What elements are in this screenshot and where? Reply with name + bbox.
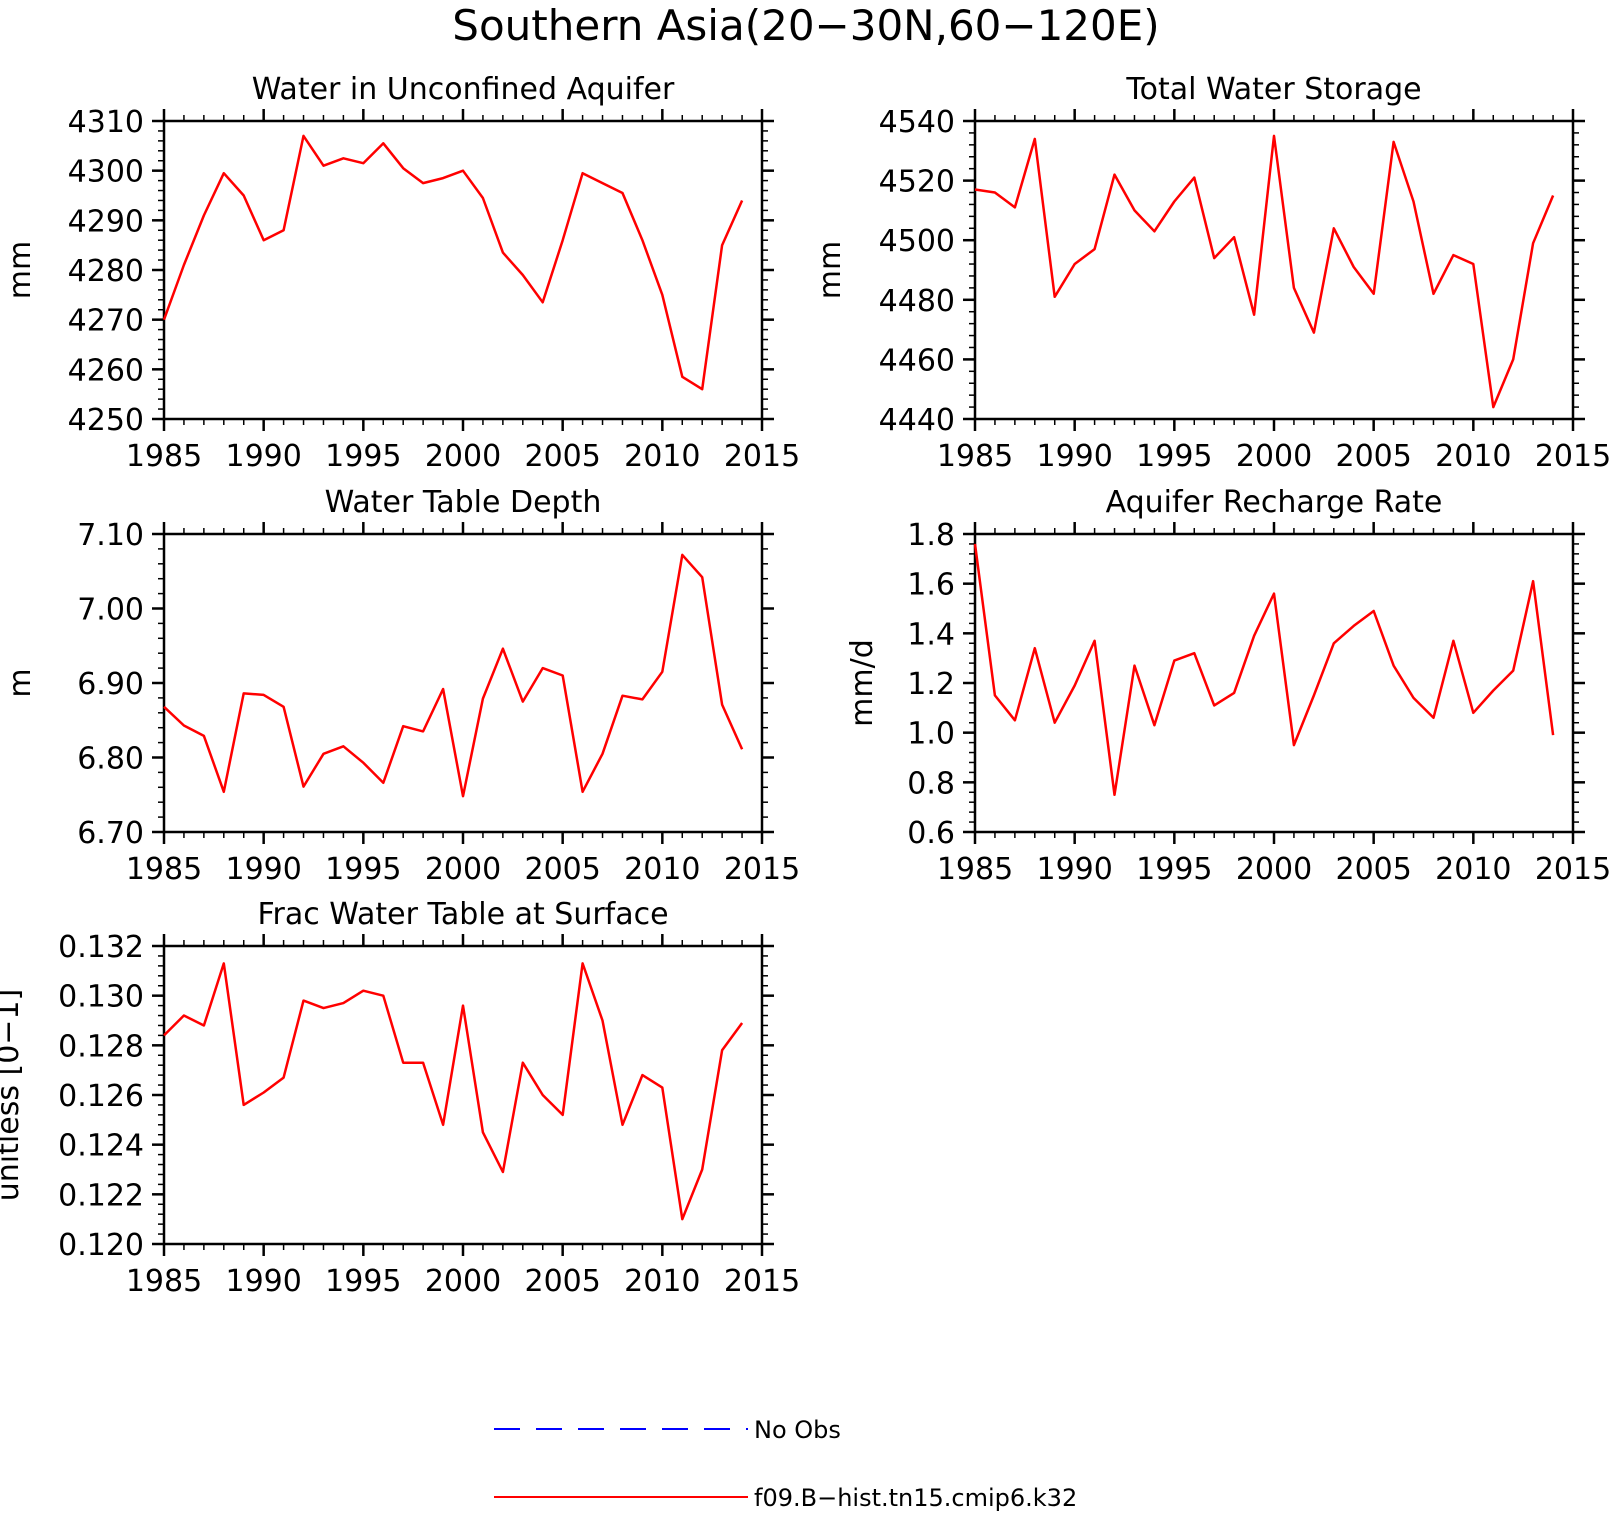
plot-frame [162, 532, 764, 834]
x-tick-label: 1985 [937, 852, 1013, 887]
y-tick-label: 6.90 [77, 667, 144, 702]
x-tick-label: 1995 [325, 852, 401, 887]
y-tick-label: 6.70 [77, 816, 144, 851]
x-tick-label: 2015 [1535, 439, 1611, 474]
y-tick-label: 1.2 [907, 667, 955, 702]
x-tick-label: 2010 [624, 439, 700, 474]
legend-label-model: f09.B−hist.tn15.cmip6.k32 [754, 1484, 1077, 1512]
y-tick-label: 4540 [879, 105, 955, 140]
x-tick-label: 1985 [126, 1264, 202, 1299]
panels: Water in Unconfined Aquifer mm 1985 1990 199… [0, 72, 1611, 1299]
x-tick-label: 2015 [724, 852, 800, 887]
x-tick-label: 1985 [126, 852, 202, 887]
y-tick-label: 0.130 [58, 980, 144, 1015]
y-tick-label: 0.120 [58, 1228, 144, 1263]
series-line [974, 134, 1555, 409]
x-tick-label: 1990 [225, 1264, 301, 1299]
x-tick-label: 1985 [126, 439, 202, 474]
panel-title: Frac Water Table at Surface [257, 897, 668, 932]
y-tick-label: 1.6 [907, 568, 955, 603]
series-line [162, 134, 744, 391]
x-tick-label: 1995 [1136, 439, 1212, 474]
x-tick-label: 1990 [1036, 852, 1112, 887]
y-tick-label: 4290 [68, 204, 144, 239]
x-tick-label: 2000 [425, 439, 501, 474]
x-tick-label: 2005 [524, 852, 600, 887]
y-tick-label: 4250 [68, 403, 144, 438]
y-tick-label: 0.6 [907, 816, 955, 851]
panel-title: Total Water Storage [1125, 72, 1421, 107]
x-tick-label: 2010 [624, 1264, 700, 1299]
x-tick-label: 2010 [1435, 852, 1511, 887]
y-axis-label: mm [3, 241, 38, 299]
x-tick-label: 1995 [325, 439, 401, 474]
y-tick-label: 0.128 [58, 1029, 144, 1064]
y-tick-label: 1.0 [907, 717, 955, 752]
y-tick-label: 4460 [879, 343, 955, 378]
plot-frame [162, 119, 764, 421]
x-tick-label: 2000 [1236, 439, 1312, 474]
y-tick-label: 4260 [68, 353, 144, 388]
x-tick-label: 2005 [1335, 852, 1411, 887]
y-axis-label: m [3, 668, 38, 697]
x-tick-label: 1990 [1036, 439, 1112, 474]
legend-label-no-obs: No Obs [754, 1416, 841, 1444]
x-tick-label: 2005 [1335, 439, 1411, 474]
x-tick-label: 2010 [624, 852, 700, 887]
y-axis-label: mm/d [845, 639, 880, 727]
x-tick-label: 2015 [1535, 852, 1611, 887]
y-tick-label: 0.124 [58, 1129, 144, 1164]
x-tick-label: 2005 [524, 1264, 600, 1299]
y-tick-label: 4280 [68, 254, 144, 289]
y-tick-label: 7.10 [77, 518, 144, 553]
y-tick-label: 7.00 [77, 593, 144, 628]
x-tick-label: 2015 [724, 1264, 800, 1299]
x-tick-label: 2000 [425, 852, 501, 887]
series-line [163, 962, 744, 1221]
y-tick-label: 0.132 [58, 930, 144, 965]
panel-title: Aquifer Recharge Rate [1106, 485, 1443, 520]
x-tick-label: 2000 [1236, 852, 1312, 887]
y-tick-label: 4270 [68, 304, 144, 339]
y-tick-label: 4300 [68, 155, 144, 190]
y-tick-label: 4480 [879, 284, 955, 319]
panel-1: Water in Unconfined Aquifer mm 1985 1990 199… [3, 72, 800, 474]
x-tick-label: 2005 [524, 439, 600, 474]
series-line [973, 543, 1555, 797]
plot-frame [973, 119, 1575, 421]
y-tick-label: 0.8 [907, 766, 955, 801]
y-tick-label: 1.8 [907, 518, 955, 553]
x-tick-label: 1990 [225, 439, 301, 474]
x-tick-label: 2010 [1435, 439, 1511, 474]
x-tick-label: 1995 [325, 1264, 401, 1299]
y-axis-label: unitless [0−1] [0, 989, 26, 1201]
panel-3: Water Table Depth m 1985 1990 1995 2000 2005 20… [3, 485, 800, 887]
plot-frame [162, 944, 764, 1246]
y-tick-label: 0.126 [58, 1079, 144, 1114]
series-line [163, 553, 744, 798]
y-tick-label: 4500 [879, 224, 955, 259]
figure-title: Southern Asia(20−30N,60−120E) [452, 1, 1159, 50]
y-axis-label: mm [813, 241, 848, 299]
y-tick-label: 4440 [879, 403, 955, 438]
x-tick-label: 1995 [1136, 852, 1212, 887]
panel-5: Frac Water Table at Surface unitless [0−1… [0, 897, 800, 1299]
y-tick-label: 6.80 [77, 742, 144, 777]
panel-title: Water in Unconfined Aquifer [252, 72, 675, 107]
panel-4: Aquifer Recharge Rate mm/d 1985 1990 1995 200… [845, 485, 1611, 887]
x-tick-label: 2015 [724, 439, 800, 474]
y-tick-label: 4520 [879, 165, 955, 200]
x-tick-label: 2000 [425, 1264, 501, 1299]
y-tick-label: 4310 [68, 105, 144, 140]
legend: No Obs f09.B−hist.tn15.cmip6.k32 [494, 1416, 1077, 1512]
plot-frame [973, 532, 1575, 834]
panel-title: Water Table Depth [325, 485, 602, 520]
x-tick-label: 1990 [225, 852, 301, 887]
y-tick-label: 0.122 [58, 1178, 144, 1213]
x-tick-label: 1985 [937, 439, 1013, 474]
y-tick-label: 1.4 [907, 617, 955, 652]
panel-2: Total Water Storage mm 1985 1990 1995 2000 200… [813, 72, 1611, 474]
